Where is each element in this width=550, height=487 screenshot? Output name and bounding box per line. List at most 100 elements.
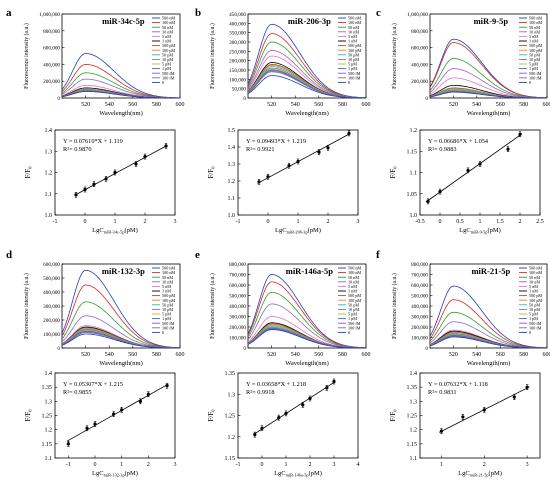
legend-entry: 1 nM: [529, 39, 538, 44]
y-axis-label: F/F0: [24, 166, 33, 179]
y-axis-label: Fluorescence intensity (a.u.): [391, 23, 398, 89]
legend-entry: 0: [529, 80, 531, 85]
legend-entry: 100 fM: [348, 75, 361, 80]
legend-entry: 10 pM: [529, 307, 540, 312]
x-tick-label: 600: [176, 102, 185, 108]
x-tick-label: 4: [357, 462, 360, 468]
legend-entry: 500 pM: [529, 293, 542, 298]
fit-panel-d: 1.1 1.15 1.2 1.25 1.3 1.35 1.4 -1 0 1 2 3 LgCmiR-132…: [24, 371, 177, 478]
y-tick-label: 1.0: [410, 213, 418, 219]
series-group: [248, 23, 366, 98]
chart-title: miR-146a-5p: [286, 266, 333, 276]
legend-entry: 100 nM: [162, 270, 175, 275]
x-tick-label: 580: [519, 102, 528, 108]
x-tick-label: 3: [333, 462, 336, 468]
fit-line: [425, 133, 523, 203]
x-tick-label: 560: [496, 352, 505, 358]
series-group: [62, 269, 180, 348]
fit-r-squared: R²= 0.9918: [246, 389, 275, 396]
y-tick-label: 400,000: [229, 21, 246, 27]
legend-entry: 5 nM: [348, 284, 357, 289]
x-tick-label: -0.5: [415, 219, 425, 225]
x-tick-label: 600: [543, 352, 550, 358]
y-tick-label: 400,000: [411, 304, 428, 310]
series-line: [430, 91, 547, 98]
series-line: [248, 329, 366, 348]
y-tick-label: 1.1: [228, 196, 236, 202]
y-tick-label: 1.2: [410, 128, 418, 134]
legend-entry: 500 fM: [348, 321, 361, 326]
fit-equation: Y = 0.09493*X + 1.219: [246, 138, 306, 145]
data-point: [347, 131, 351, 135]
data-point: [518, 132, 522, 136]
x-tick-label: 2: [147, 462, 150, 468]
legend-entry: 10 nM: [348, 279, 359, 284]
legend-entry: 100 pM: [529, 48, 542, 53]
chart-title: miR-132-3p: [102, 266, 145, 276]
data-point: [164, 144, 168, 148]
y-tick-label: 700,000: [411, 273, 428, 279]
x-axis-label: LgCmiR-9-5p(pM): [459, 227, 501, 235]
data-point: [165, 384, 169, 388]
fit-panel-e: 1.15 1.2 1.25 1.3 1.35 -1 0 1 2 3 4 LgCmiR-146a-5p(…: [207, 371, 360, 478]
legend-entry: 100 fM: [529, 325, 542, 330]
x-tick-label: 560: [128, 102, 137, 108]
data-point: [83, 187, 87, 192]
legend-entry: 5 nM: [529, 284, 538, 289]
legend-entry: 100 nM: [529, 270, 542, 275]
data-point: [525, 385, 529, 389]
legend-entry: 5 pM: [162, 62, 171, 67]
y-tick-label: 1.35: [42, 385, 53, 391]
y-tick-label: 600,000: [43, 46, 60, 52]
legend-entry: 500 nM: [529, 266, 542, 271]
legend-entry: 100 nM: [348, 270, 361, 275]
legend-entry: 500 fM: [162, 71, 175, 76]
y-tick-label: 1.35: [407, 385, 418, 391]
series-line: [248, 75, 366, 98]
data-point: [138, 399, 142, 403]
fit-panel-a: 1.0 1.1 1.2 1.3 1.4 -1 0 1 2 3 LgCmiR-34c-5p(pM) F/…: [24, 128, 177, 235]
x-tick-label: 0: [267, 219, 270, 225]
y-tick-label: 0: [57, 96, 60, 102]
y-tick-label: 1.4: [45, 128, 53, 134]
x-tick-label: 3: [357, 219, 360, 225]
fit-equation: Y = 0.06686*X + 1.054: [428, 138, 489, 145]
y-tick-label: 500,000: [411, 294, 428, 300]
legend-entry: 500 pM: [348, 293, 361, 298]
legend-entry: 5 nM: [162, 284, 171, 289]
x-tick-label: 0: [261, 462, 264, 468]
y-axis-label: Fluorescence intensity (a.u.): [391, 273, 398, 339]
legend-entry: 100 pM: [529, 298, 542, 303]
legend-entry: 1 pM: [348, 316, 357, 321]
legend-entry: 500 fM: [529, 71, 542, 76]
fit-equation: Y = 0.07610*X + 1.119: [63, 138, 123, 145]
y-tick-label: 1.2: [45, 171, 53, 177]
legend-entry: 10 pM: [162, 57, 173, 62]
x-tick-label: 1: [285, 462, 288, 468]
data-point: [438, 190, 442, 194]
x-tick-label: 1.5: [496, 219, 504, 225]
y-axis-label: Fluorescence intensity (a.u.): [209, 273, 216, 339]
x-tick-label: 540: [472, 352, 481, 358]
x-tick-label: 580: [338, 352, 347, 358]
legend-entry: 5 pM: [529, 312, 538, 317]
fit-panel-b: 1.0 1.1 1.2 1.3 1.4 1.5 -1 0 1 2 3 LgCmiR-206-3p(pM…: [207, 128, 360, 235]
data-point: [266, 175, 270, 179]
y-tick-label: 400,000: [43, 290, 60, 296]
y-tick-label: 1.0: [228, 213, 236, 219]
y-tick-label: 1.2: [228, 179, 236, 185]
x-tick-label: -1: [66, 462, 71, 468]
y-tick-label: 50,000: [232, 87, 247, 93]
legend-entry: 50 pM: [348, 302, 359, 307]
x-tick-label: 580: [152, 102, 161, 108]
x-tick-label: 0.5: [456, 219, 464, 225]
data-point: [92, 182, 96, 186]
data-point: [506, 147, 510, 151]
data-point: [308, 396, 312, 401]
panel-letter: e: [195, 249, 200, 261]
y-tick-label: 0: [57, 346, 60, 352]
x-tick-label: 580: [152, 352, 161, 358]
legend-entry: 50 pM: [162, 302, 173, 307]
y-tick-label: 1,000,000: [407, 12, 428, 18]
